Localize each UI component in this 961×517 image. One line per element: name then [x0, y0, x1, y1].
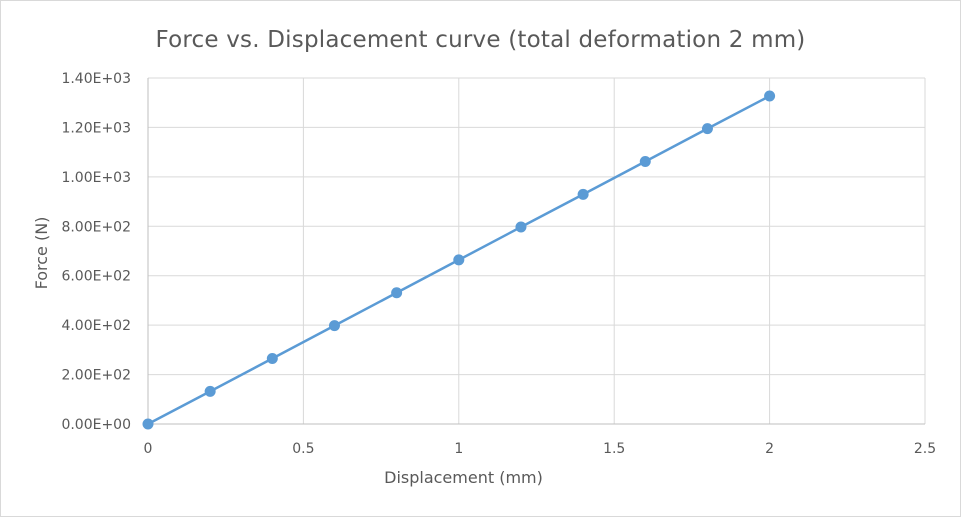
y-tick-label: 0.00E+00: [61, 417, 131, 433]
y-tick-label: 1.20E+03: [61, 120, 131, 136]
y-tick-label: 8.00E+02: [61, 219, 131, 235]
data-point: [639, 156, 651, 168]
y-tick-label: 1.40E+03: [61, 71, 131, 87]
data-point: [453, 254, 465, 266]
y-tick-label: 4.00E+02: [61, 318, 131, 334]
data-point: [577, 188, 589, 200]
x-axis-title: Displacement (mm): [384, 468, 543, 487]
x-tick-label: 2: [765, 441, 774, 457]
data-point: [764, 90, 776, 102]
x-tick-label: 1: [454, 441, 463, 457]
x-tick-label: 2.5: [914, 441, 936, 457]
series-layer: [142, 90, 776, 430]
chart-title: Force vs. Displacement curve (total defo…: [155, 27, 806, 53]
y-tick-label: 2.00E+02: [61, 368, 131, 384]
x-tick-label: 1.5: [603, 441, 625, 457]
data-point: [391, 287, 403, 299]
data-point: [204, 385, 216, 397]
x-tick-labels: 0 0.5 1 1.5 2 2.5: [144, 441, 937, 457]
y-tick-label: 1.00E+03: [61, 170, 131, 186]
data-point: [142, 418, 154, 430]
data-point: [515, 221, 527, 233]
data-point: [266, 353, 278, 365]
data-point: [701, 123, 713, 135]
y-axis-title: Force (N): [32, 217, 51, 290]
x-tick-label: 0.5: [292, 441, 314, 457]
y-tick-labels: 0.00E+00 2.00E+02 4.00E+02 6.00E+02 8.00E+02…: [61, 71, 131, 433]
data-point: [328, 320, 340, 332]
y-tick-label: 6.00E+02: [61, 269, 131, 285]
x-tick-label: 0: [144, 441, 153, 457]
grid-layer: [147, 77, 926, 425]
